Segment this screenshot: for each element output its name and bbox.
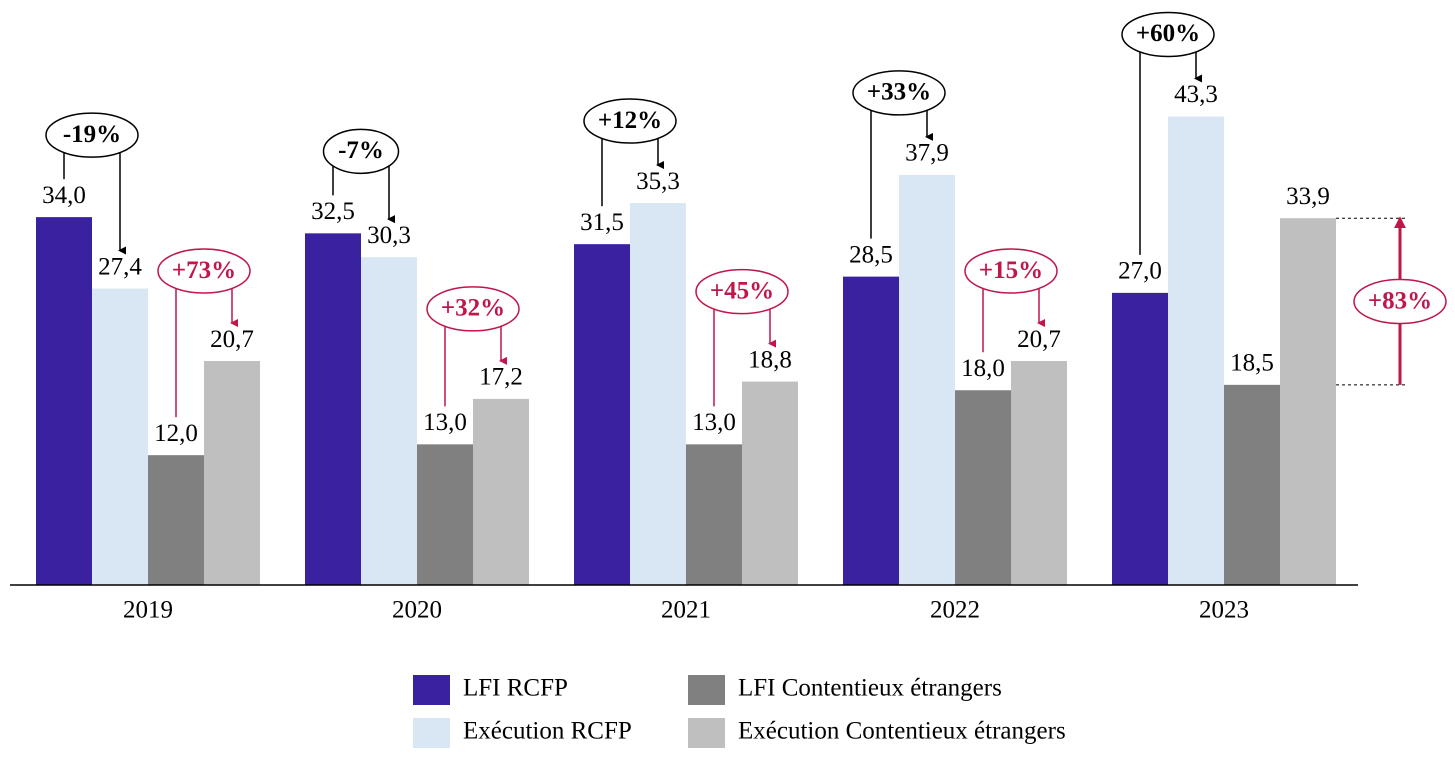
bar (742, 381, 798, 585)
change-bubble (695, 268, 789, 315)
change-bubble (964, 248, 1058, 294)
change-bubble (157, 248, 251, 294)
value-label: 43,3 (1174, 81, 1218, 108)
legend-swatch (688, 718, 725, 748)
change-label: +12% (598, 107, 662, 134)
x-tick-label: 2020 (392, 597, 442, 624)
change-label: +32% (441, 295, 505, 322)
value-label: 28,5 (849, 241, 893, 268)
value-label: 18,5 (1230, 350, 1274, 377)
value-label: 18,0 (961, 355, 1005, 382)
change-label: +60% (1136, 20, 1200, 47)
legend-label: LFI Contentieux étrangers (738, 675, 1002, 702)
legend-label: LFI RCFP (463, 675, 568, 702)
x-tick-label: 2019 (123, 597, 173, 624)
change-label: +83% (1368, 287, 1432, 314)
change-bubble (426, 286, 520, 332)
change-bubble (1353, 278, 1447, 325)
bar (473, 398, 529, 585)
value-label: 35,3 (636, 168, 680, 195)
change-bubble (852, 70, 946, 116)
legend-swatch (413, 675, 450, 705)
bar (1112, 292, 1168, 585)
legend-label: Exécution RCFP (463, 718, 632, 745)
value-label: 32,5 (311, 198, 355, 225)
change-bubble (45, 112, 139, 158)
x-tick-label: 2023 (1199, 597, 1249, 624)
value-label: 27,0 (1118, 258, 1162, 285)
bar (574, 244, 630, 586)
bar (686, 444, 742, 585)
bar (1011, 361, 1067, 585)
bar (417, 444, 473, 585)
change-label: +15% (979, 257, 1043, 284)
bar (361, 257, 417, 585)
value-label: 13,0 (692, 409, 736, 436)
bar (148, 455, 204, 585)
value-label: 17,2 (479, 364, 523, 391)
bar (305, 233, 361, 585)
value-label: 20,7 (1017, 326, 1061, 353)
value-label: 34,0 (42, 182, 86, 209)
change-label: +45% (710, 277, 774, 304)
legend-swatch (688, 675, 725, 705)
change-label: +73% (172, 257, 236, 284)
bar (92, 288, 148, 585)
bar (955, 390, 1011, 585)
bar (1168, 116, 1224, 585)
value-label: 12,0 (154, 420, 198, 447)
bar (204, 361, 260, 585)
change-label: -19% (63, 121, 121, 148)
change-bubble (583, 98, 677, 144)
bar (899, 174, 955, 585)
value-label: 20,7 (210, 326, 254, 353)
legend-label: Exécution Contentieux étrangers (738, 718, 1066, 745)
x-tick-label: 2021 (661, 597, 711, 624)
change-label: -7% (338, 137, 384, 164)
value-label: 31,5 (580, 209, 624, 236)
value-label: 13,0 (423, 409, 467, 436)
change-bubble (1121, 11, 1215, 58)
change-bubble (322, 128, 400, 175)
value-label: 18,8 (748, 346, 792, 373)
bar (843, 276, 899, 585)
change-label: +33% (867, 79, 931, 106)
bar (630, 203, 686, 585)
legend-swatch (413, 718, 450, 748)
bar (1280, 218, 1336, 585)
bar (1224, 384, 1280, 585)
value-label: 37,9 (905, 140, 949, 167)
value-label: 27,4 (98, 253, 142, 280)
value-label: 33,9 (1286, 183, 1330, 210)
x-tick-label: 2022 (930, 597, 980, 624)
bar (36, 217, 92, 585)
value-label: 30,3 (367, 222, 411, 249)
